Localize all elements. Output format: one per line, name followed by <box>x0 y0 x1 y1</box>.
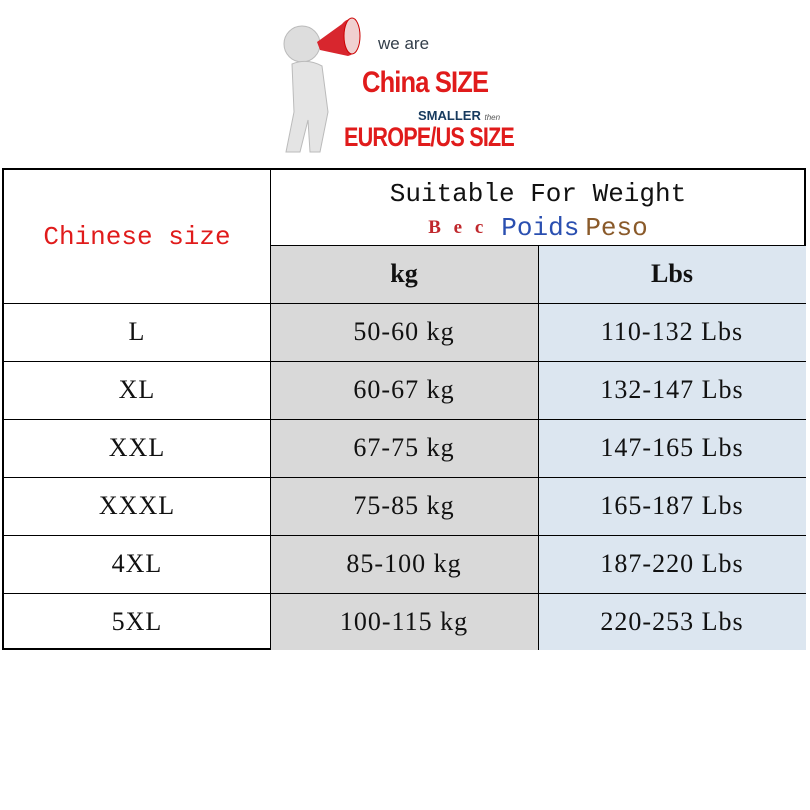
translation-es: Peso <box>585 213 648 243</box>
banner-we-are: we are <box>378 34 430 53</box>
lbs-header: Lbs <box>651 259 693 288</box>
megaphone-man-icon <box>283 17 361 153</box>
row-lbs-cell: 132-147 Lbs <box>600 375 744 404</box>
row-kg-cell: 85-100 kg <box>346 549 462 578</box>
banner-smaller: SMALLER then <box>418 108 501 123</box>
row-kg-cell: 60-67 kg <box>353 375 455 404</box>
weight-header: Suitable For Weight <box>389 179 687 209</box>
row-lbs-cell: 187-220 Lbs <box>600 549 744 578</box>
row-lbs-cell: 147-165 Lbs <box>600 433 744 462</box>
row-size-cell: XL <box>118 375 156 404</box>
size-chart-table: Chinese size Suitable For Weight В е с P… <box>2 168 806 650</box>
chinese-size-header: Chinese size <box>43 221 231 252</box>
row-size-cell: XXXL <box>98 491 176 520</box>
row-lbs-cell: 165-187 Lbs <box>600 491 744 520</box>
row-size-cell: XXL <box>108 433 166 462</box>
row-kg-cell: 67-75 kg <box>353 433 455 462</box>
row-size-cell: L <box>128 317 146 346</box>
translation-ru: В е с <box>428 217 488 238</box>
translation-fr: Poids <box>501 213 580 243</box>
row-kg-cell: 100-115 kg <box>339 607 469 636</box>
row-lbs-cell: 220-253 Lbs <box>600 607 744 636</box>
row-size-cell: 4XL <box>111 549 163 578</box>
row-lbs-cell: 110-132 Lbs <box>600 317 744 346</box>
banner-europe-us-size: EUROPE/US SIZE <box>344 122 515 152</box>
weight-translations: В е с Poids Peso <box>270 210 806 246</box>
banner-logo: we are China SIZE SMALLER then EUROPE/US… <box>272 2 548 158</box>
banner-china-size: China SIZE <box>362 66 489 99</box>
kg-header: kg <box>390 259 418 288</box>
row-size-cell: 5XL <box>111 607 163 636</box>
row-kg-cell: 50-60 kg <box>353 317 455 346</box>
row-kg-cell: 75-85 kg <box>353 491 455 520</box>
